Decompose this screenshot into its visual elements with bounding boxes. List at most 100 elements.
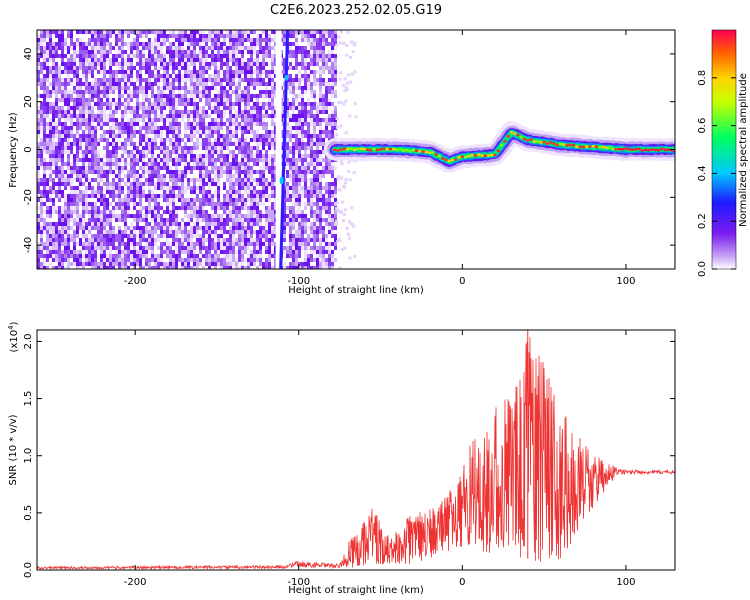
noise-cell: [124, 166, 127, 170]
noise-cell: [319, 66, 322, 70]
noise-cell: [187, 230, 190, 234]
noise-cell: [169, 214, 172, 218]
noise-cell: [58, 30, 61, 34]
noise-cell: [40, 86, 43, 90]
noise-cell: [163, 126, 166, 130]
noise-cell: [52, 202, 55, 206]
noise-cell: [307, 254, 310, 258]
noise-cell: [67, 90, 70, 94]
noise-cell: [247, 86, 250, 90]
noise-cell: [37, 94, 40, 98]
noise-cell: [151, 30, 154, 34]
noise-cell: [193, 178, 196, 182]
noise-cell: [259, 242, 262, 246]
noise-cell: [52, 198, 55, 202]
noise-cell: [121, 146, 124, 150]
noise-cell: [187, 234, 190, 238]
noise-cell: [289, 174, 292, 178]
noise-cell: [307, 262, 310, 266]
noise-cell: [331, 94, 334, 98]
noise-cell: [76, 162, 79, 166]
noise-cell: [190, 258, 193, 262]
noise-cell: [313, 190, 316, 194]
noise-cell: [160, 162, 163, 166]
noise-cell: [226, 262, 229, 266]
noise-cell: [307, 110, 310, 114]
noise-cell: [178, 102, 181, 106]
noise-cell: [295, 178, 298, 182]
noise-cell: [157, 74, 160, 78]
noise-cell: [295, 170, 298, 174]
noise-cell: [127, 70, 130, 74]
noise-cell: [217, 98, 220, 102]
noise-cell: [265, 194, 268, 198]
noise-cell: [253, 134, 256, 138]
noise-cell: [325, 66, 328, 70]
noise-cell: [247, 230, 250, 234]
noise-cell: [238, 242, 241, 246]
noise-cell: [118, 246, 121, 250]
noise-cell: [118, 250, 121, 254]
noise-cell: [151, 254, 154, 258]
noise-cell: [202, 162, 205, 166]
noise-cell: [70, 146, 73, 150]
noise-cell: [184, 50, 187, 54]
noise-cell: [211, 106, 214, 110]
noise-cell: [142, 162, 145, 166]
noise-cell: [334, 54, 337, 58]
noise-cell: [232, 38, 235, 42]
noise-cell: [211, 258, 214, 262]
noise-cell: [184, 34, 187, 38]
noise-cell: [199, 98, 202, 102]
noise-cell: [307, 122, 310, 126]
noise-cell: [61, 70, 64, 74]
noise-cell: [184, 214, 187, 218]
noise-cell: [226, 78, 229, 82]
noise-cell: [148, 58, 151, 62]
noise-cell: [106, 78, 109, 82]
noise-cell: [166, 66, 169, 70]
noise-cell: [184, 98, 187, 102]
noise-cell: [229, 94, 232, 98]
noise-cell: [82, 166, 85, 170]
noise-cell: [46, 78, 49, 82]
noise-cell: [295, 186, 298, 190]
noise-cell: [178, 126, 181, 130]
noise-cell: [184, 158, 187, 162]
noise-cell: [154, 54, 157, 58]
noise-cell: [181, 238, 184, 242]
noise-cell: [334, 202, 337, 206]
noise-cell: [142, 126, 145, 130]
noise-cell: [109, 226, 112, 230]
noise-cell: [94, 66, 97, 70]
noise-cell: [61, 206, 64, 210]
noise-cell: [247, 234, 250, 238]
noise-cell: [139, 78, 142, 82]
noise-cell: [49, 262, 52, 266]
noise-cell: [313, 50, 316, 54]
noise-cell: [91, 130, 94, 134]
noise-cell: [259, 66, 262, 70]
noise-cell: [46, 254, 49, 258]
noise-cell: [193, 190, 196, 194]
noise-cell: [100, 194, 103, 198]
noise-cell: [88, 182, 91, 186]
noise-cell: [172, 82, 175, 86]
noise-cell: [265, 38, 268, 42]
noise-cell: [247, 210, 250, 214]
noise-cell: [148, 114, 151, 118]
noise-cell: [88, 226, 91, 230]
noise-cell: [37, 154, 40, 158]
noise-cell: [88, 98, 91, 102]
noise-cell: [331, 202, 334, 206]
noise-cell: [73, 210, 76, 214]
noise-cell: [136, 186, 139, 190]
noise-cell: [124, 130, 127, 134]
noise-cell: [55, 110, 58, 114]
noise-cell: [295, 86, 298, 90]
noise-cell: [82, 198, 85, 202]
noise-cell: [235, 126, 238, 130]
noise-cell: [271, 98, 274, 102]
noise-cell: [217, 222, 220, 226]
noise-cell: [304, 70, 307, 74]
